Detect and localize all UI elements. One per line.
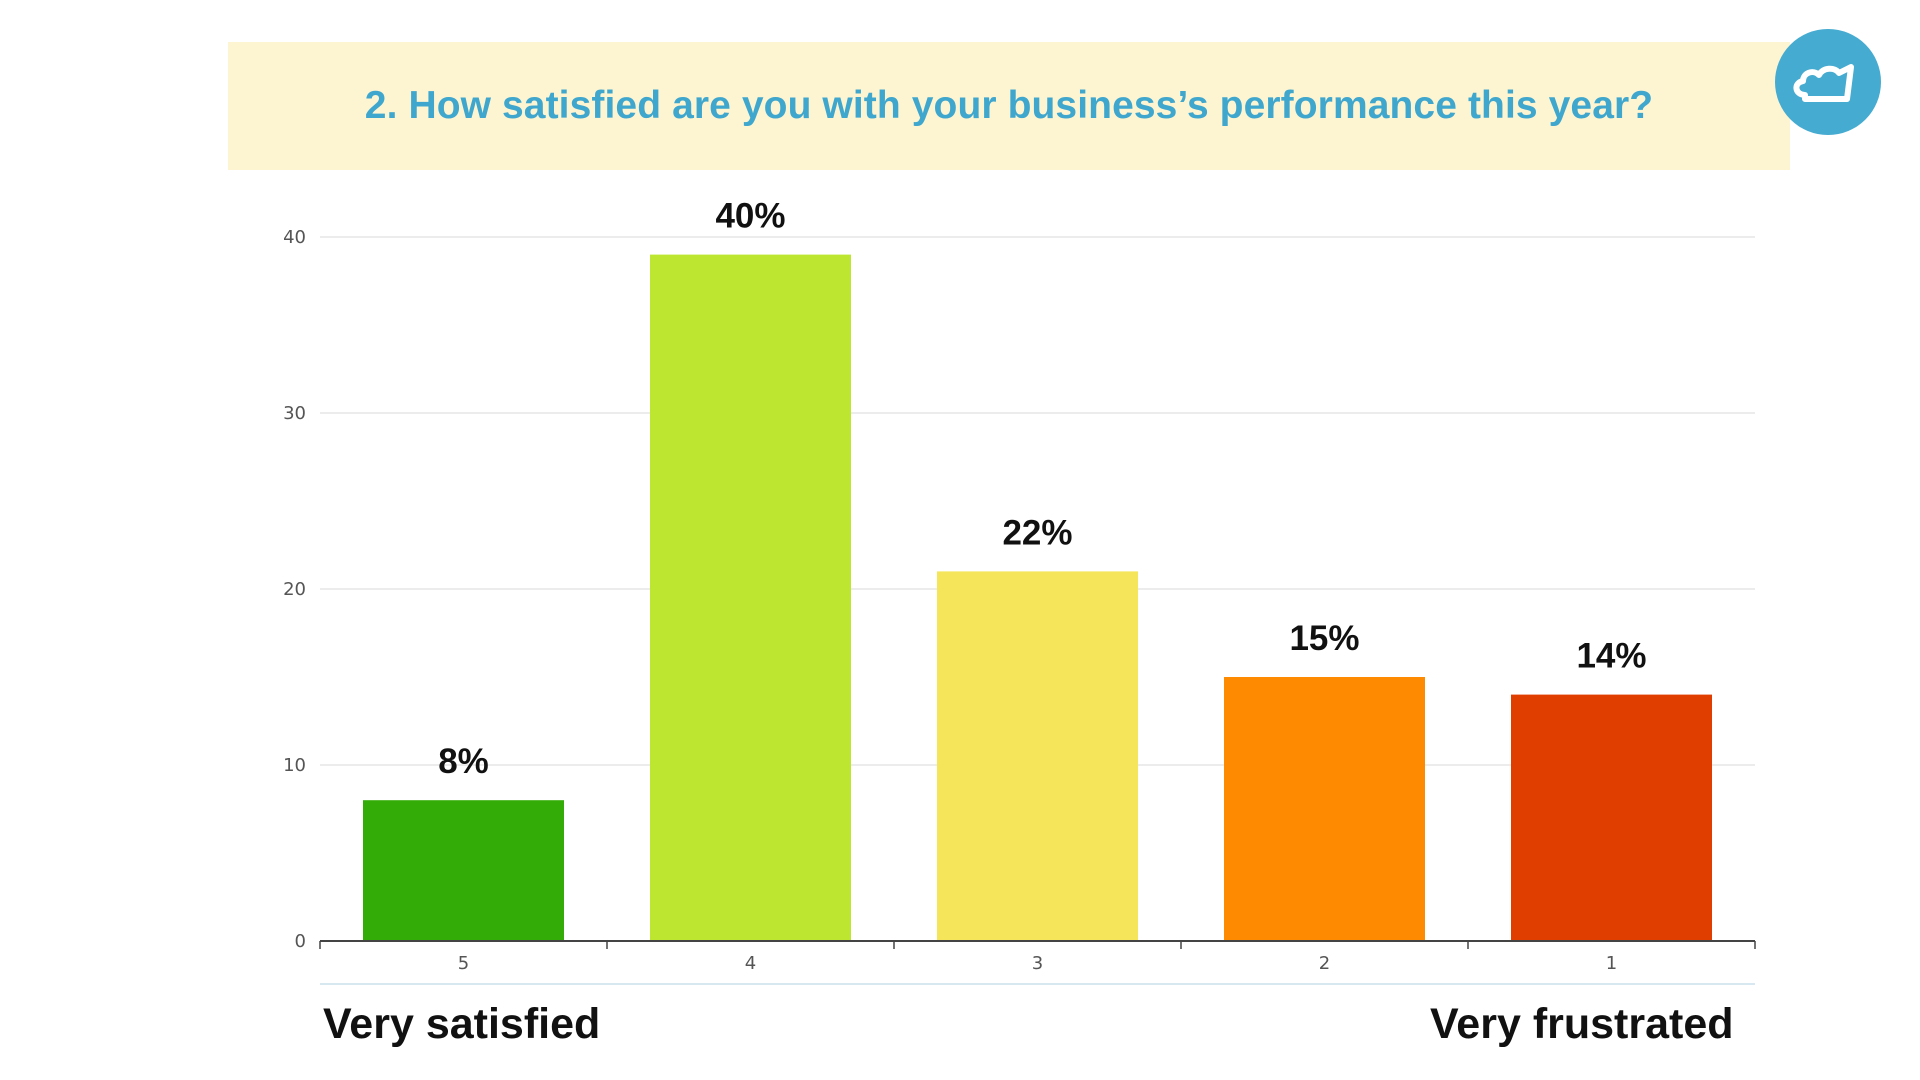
x-tick-label-3: 3 xyxy=(1032,953,1043,974)
bar-4 xyxy=(650,254,851,942)
bar-2 xyxy=(1224,677,1425,941)
y-tick-label-40: 40 xyxy=(283,227,306,248)
bar-5 xyxy=(363,800,564,941)
scale-label-very-satisfied: Very satisfied xyxy=(323,1000,601,1048)
title-banner: 2. How satisfied are you with your busin… xyxy=(228,42,1790,170)
x-tick-label-5: 5 xyxy=(458,953,469,974)
data-label-3: 22% xyxy=(1002,513,1072,552)
y-tick-label-0: 0 xyxy=(295,931,306,952)
y-tick-label-10: 10 xyxy=(283,755,306,776)
data-label-4: 40% xyxy=(715,197,785,236)
x-tick-label-1: 1 xyxy=(1606,953,1617,974)
data-label-2: 15% xyxy=(1289,619,1359,658)
y-tick-label-30: 30 xyxy=(283,403,306,424)
cloud-icon xyxy=(1775,29,1881,135)
scale-label-very-frustrated: Very frustrated xyxy=(1430,1000,1734,1048)
bar-1 xyxy=(1511,694,1712,941)
data-label-1: 14% xyxy=(1576,637,1646,676)
data-label-5: 8% xyxy=(438,742,489,781)
x-tick-label-4: 4 xyxy=(745,953,756,974)
page-title: 2. How satisfied are you with your busin… xyxy=(364,84,1654,127)
y-tick-label-20: 20 xyxy=(283,579,306,600)
cloud-logo-glyph xyxy=(1793,64,1854,102)
x-tick-label-2: 2 xyxy=(1319,953,1330,974)
bar-3 xyxy=(937,571,1138,941)
